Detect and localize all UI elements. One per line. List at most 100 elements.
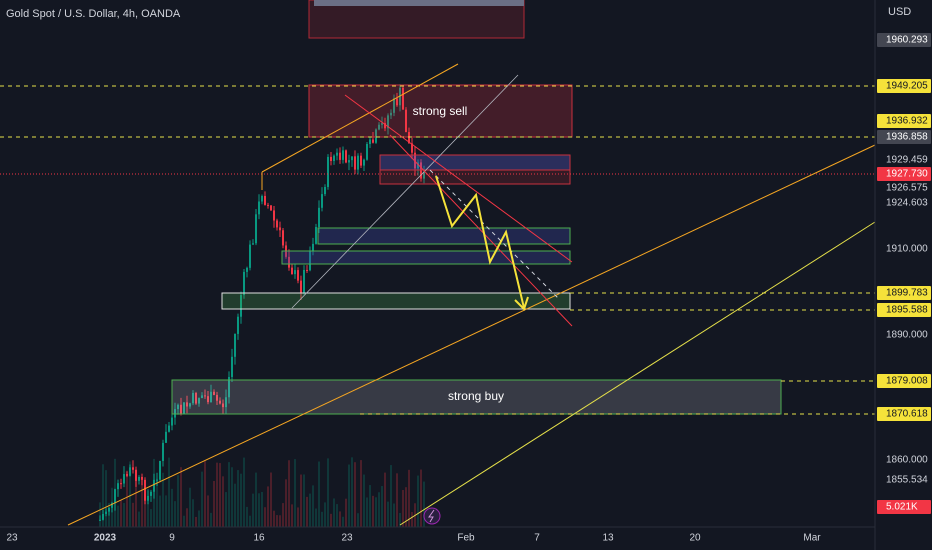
volume-bar <box>222 476 224 527</box>
volume-bar <box>165 495 167 527</box>
volume-bar <box>231 467 233 527</box>
price-label-bg <box>877 286 931 300</box>
candle-body <box>225 397 227 408</box>
volume-bar <box>153 458 155 527</box>
candle-body <box>102 513 104 520</box>
time-label: 7 <box>534 533 540 544</box>
volume-bar <box>249 515 251 527</box>
zone-box <box>317 227 571 245</box>
volume-bar <box>348 464 350 527</box>
volume-bar <box>342 516 344 527</box>
volume-bar <box>312 485 314 527</box>
symbol-title[interactable]: Gold Spot / U.S. Dollar, 4h, OANDA <box>6 8 181 20</box>
candle-body <box>126 474 128 476</box>
candle-body <box>279 227 281 231</box>
candle-body <box>195 392 197 404</box>
volume-bar <box>294 459 296 527</box>
price-label-bg <box>877 79 931 93</box>
volume-bar <box>393 503 395 527</box>
candle-body <box>156 479 158 481</box>
price-label: 1910.000 <box>886 244 928 255</box>
candle-body <box>396 98 398 106</box>
volume-bar <box>186 508 188 527</box>
volume-bar <box>360 460 362 527</box>
volume-bar <box>372 495 374 527</box>
candle-body <box>144 479 146 501</box>
candle-body <box>207 396 209 403</box>
volume-bar <box>369 485 371 527</box>
volume-bar <box>381 486 383 527</box>
candle-body <box>339 152 341 160</box>
candle-body <box>294 270 296 275</box>
candle-body <box>399 87 401 106</box>
candle-body <box>372 139 374 143</box>
volume-bar <box>156 478 158 527</box>
volume-bar <box>399 512 401 527</box>
candle-body <box>255 214 257 244</box>
price-label-bg <box>877 167 931 181</box>
candle-body <box>360 155 362 166</box>
candle-body <box>276 220 278 228</box>
volume-bar <box>417 475 419 527</box>
volume-bar <box>138 511 140 527</box>
volume-bar <box>120 500 122 527</box>
candle-body <box>117 483 119 490</box>
sell-label: strong sell <box>413 104 468 118</box>
candle-body <box>186 402 188 407</box>
price-label: 1879.008 <box>886 376 928 387</box>
candle-body <box>123 474 125 484</box>
volume-bar <box>297 507 299 527</box>
volume-bar <box>300 474 302 527</box>
time-label: 2023 <box>94 533 117 544</box>
buy-zone <box>171 379 782 415</box>
candle-body <box>129 467 131 476</box>
price-label: 1936.932 <box>886 116 928 127</box>
price-label: 1870.618 <box>886 409 928 420</box>
zone-box <box>379 154 571 171</box>
volume-bar <box>255 472 257 527</box>
volume-bar <box>363 474 365 527</box>
volume-bar <box>318 461 320 527</box>
volume-bar <box>351 457 353 527</box>
candle-body <box>135 469 137 481</box>
volume-bar <box>345 498 347 527</box>
trend-line <box>291 74 519 309</box>
volume-bar <box>183 515 185 527</box>
upper-zone-inner <box>314 0 524 6</box>
candle-body <box>162 442 164 461</box>
volume-bar <box>306 496 308 527</box>
candle-body <box>141 476 143 480</box>
sell-zone <box>308 84 573 138</box>
volume-bar <box>207 495 209 527</box>
trend-line <box>399 221 876 526</box>
candle-body <box>159 460 161 480</box>
candle-body <box>204 395 206 397</box>
candle-body <box>264 195 266 205</box>
event-icon[interactable] <box>423 507 441 525</box>
candle-body <box>240 295 242 317</box>
volume-bar <box>270 472 272 527</box>
forecast-arrowhead <box>514 296 529 311</box>
candle-body <box>231 356 233 377</box>
candle-body <box>138 476 140 481</box>
candle-body <box>153 479 155 492</box>
volume-bar <box>189 487 191 527</box>
candle-body <box>342 150 344 160</box>
candle-body <box>171 417 173 426</box>
candle-body <box>387 115 389 129</box>
volume-bar <box>225 492 227 527</box>
candle-body <box>111 503 113 508</box>
volume-bar <box>234 483 236 527</box>
candle-body <box>348 160 350 163</box>
volume-bar <box>276 515 278 527</box>
candle-body <box>105 511 107 514</box>
volume-bar <box>264 507 266 527</box>
volume-bar <box>135 477 137 527</box>
candles <box>99 84 425 527</box>
candle-body <box>219 400 221 404</box>
candle-body <box>282 230 284 246</box>
candle-body <box>297 270 299 281</box>
candle-body <box>300 280 302 294</box>
candle-body <box>120 483 122 485</box>
price-label-bg <box>877 130 931 144</box>
